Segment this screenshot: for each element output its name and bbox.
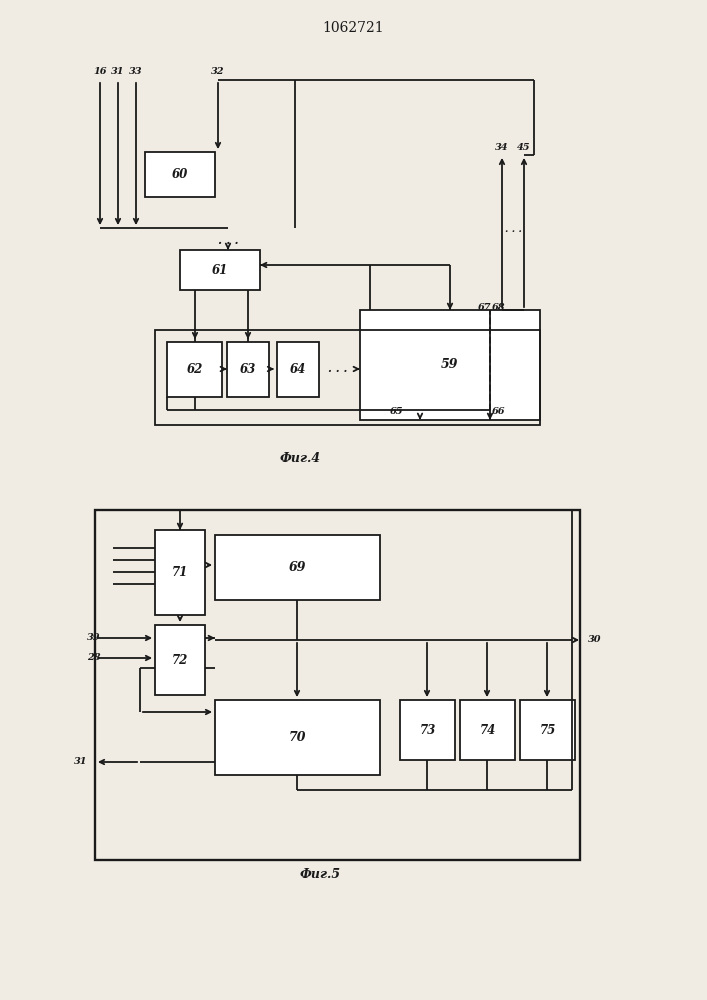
Text: 67: 67 — [478, 302, 491, 312]
Text: 66: 66 — [492, 408, 506, 416]
Text: 73: 73 — [419, 724, 436, 736]
Text: 33: 33 — [129, 68, 143, 77]
Text: 60: 60 — [172, 168, 188, 181]
Bar — [155, 330, 540, 425]
Bar — [167, 342, 222, 397]
Bar — [360, 310, 540, 420]
Text: . . .: . . . — [218, 233, 238, 246]
Text: 28: 28 — [87, 654, 100, 662]
Text: 75: 75 — [539, 724, 556, 736]
Text: 62: 62 — [187, 363, 203, 376]
Text: 68: 68 — [492, 302, 506, 312]
Text: 30: 30 — [588, 636, 602, 645]
Bar — [215, 700, 380, 775]
Text: 70: 70 — [288, 731, 306, 744]
Bar — [227, 342, 269, 397]
Text: 61: 61 — [212, 263, 228, 276]
Text: Фиг.5: Фиг.5 — [300, 868, 341, 882]
Text: 63: 63 — [240, 363, 256, 376]
Text: 74: 74 — [479, 724, 496, 736]
Bar — [460, 700, 515, 760]
Bar — [95, 510, 580, 860]
Text: 34: 34 — [495, 143, 509, 152]
Bar — [145, 152, 215, 197]
Text: Фиг.4: Фиг.4 — [279, 452, 320, 464]
Text: 31: 31 — [111, 68, 124, 77]
Text: 31: 31 — [74, 758, 87, 766]
Text: 69: 69 — [288, 561, 306, 574]
Text: 64: 64 — [290, 363, 306, 376]
Bar — [155, 530, 205, 615]
Text: 71: 71 — [172, 566, 188, 579]
Text: 1062721: 1062721 — [322, 21, 384, 35]
Text: . . .: . . . — [328, 363, 348, 374]
Text: 72: 72 — [172, 654, 188, 666]
Bar — [520, 700, 575, 760]
Text: 59: 59 — [441, 359, 459, 371]
Bar — [155, 625, 205, 695]
Text: 39: 39 — [87, 634, 100, 643]
Text: 65: 65 — [390, 408, 404, 416]
Text: 32: 32 — [211, 68, 225, 77]
Bar — [215, 535, 380, 600]
Bar — [277, 342, 319, 397]
Bar — [400, 700, 455, 760]
Bar — [180, 250, 260, 290]
Text: 16: 16 — [93, 68, 107, 77]
Text: 45: 45 — [518, 143, 531, 152]
Text: . . .: . . . — [505, 226, 522, 234]
